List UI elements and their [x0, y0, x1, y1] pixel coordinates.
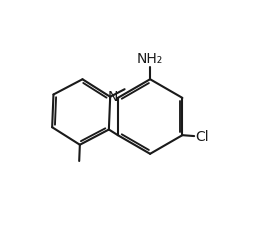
Text: NH₂: NH₂	[136, 52, 163, 66]
Text: Cl: Cl	[195, 130, 208, 143]
Text: N: N	[107, 90, 118, 104]
